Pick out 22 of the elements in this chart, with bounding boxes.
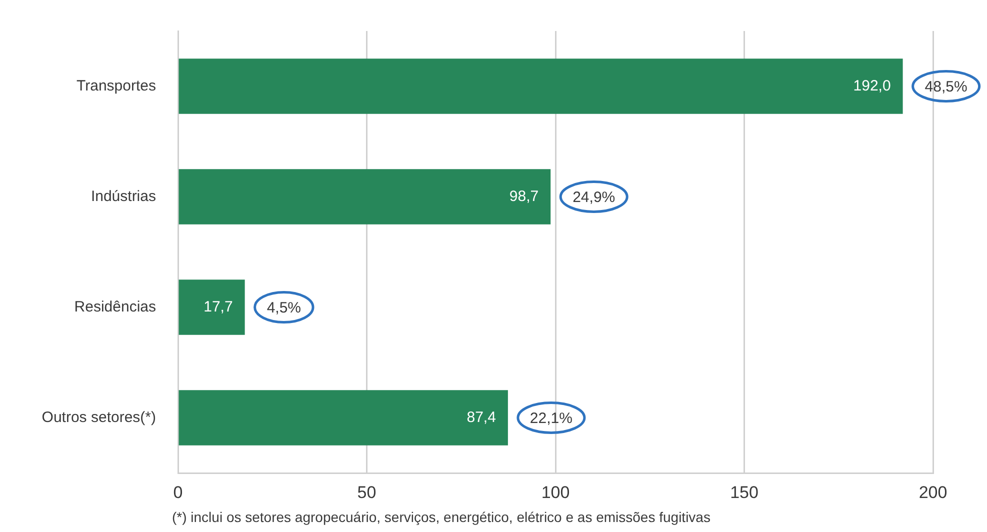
bar (178, 58, 903, 114)
x-tick-label: 200 (918, 482, 948, 502)
y-tick-label: Indústrias (90, 188, 156, 205)
x-tick-label: 150 (730, 482, 758, 502)
text: (*) inclui os setores agropecuário, serviços, energético, elétrico e as emissões fugitivas (172, 509, 710, 525)
y-tick-label: Residências (74, 298, 156, 316)
x-tick-label: 0 (173, 482, 183, 502)
bar (178, 169, 551, 224)
x-tick-label: 50 (357, 482, 376, 502)
y-tick-label: Outros setores(*) (42, 408, 156, 426)
y-tick-label: Transportes (76, 77, 156, 94)
annotation: 4,5% (266, 299, 302, 316)
bar (178, 390, 508, 446)
annotation: 48,5% (924, 78, 968, 96)
data-label: 17,7 (204, 298, 233, 316)
data-label: 192,0 (853, 77, 891, 94)
x-tick-label: 100 (541, 482, 570, 502)
bar (178, 280, 245, 335)
data-label: 98,7 (509, 188, 539, 205)
data-label: 87,4 (466, 408, 496, 426)
annotation: 24,9% (572, 188, 616, 206)
annotation: 22,1% (530, 410, 572, 427)
